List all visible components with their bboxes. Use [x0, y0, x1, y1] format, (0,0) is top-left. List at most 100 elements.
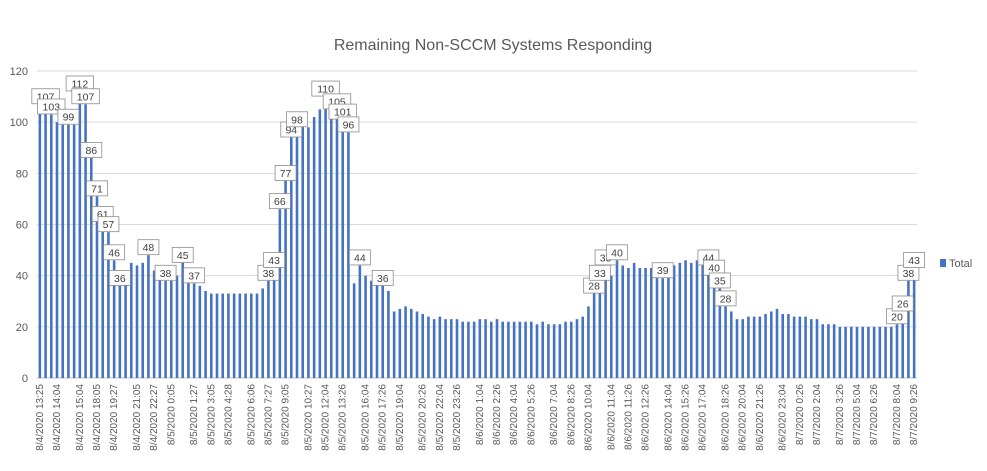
x-tick-label: 8/6/2020 10:04 [583, 384, 594, 451]
data-label-box [348, 249, 371, 266]
data-label: 99 [57, 108, 80, 125]
bar [147, 255, 150, 378]
bar [615, 260, 619, 378]
x-tick-label: 8/4/2020 21:05 [132, 384, 143, 451]
data-label-text: 44 [354, 252, 366, 264]
data-label: 101 [328, 103, 357, 120]
bar [570, 321, 573, 378]
bar [707, 265, 710, 378]
x-tick-label: 8/7/2020 6:26 [869, 384, 880, 446]
bar [610, 275, 613, 378]
bar [392, 311, 396, 378]
data-label-text: 99 [63, 112, 75, 124]
bar [227, 293, 230, 378]
data-label-box [708, 272, 731, 289]
y-tick-label: 80 [16, 168, 28, 180]
data-label-text: 38 [263, 268, 275, 280]
x-tick-label: 8/5/2020 13:26 [338, 384, 349, 451]
bar [135, 265, 139, 378]
bar [478, 319, 482, 378]
bar [747, 316, 750, 378]
bars-group [38, 91, 916, 379]
bar [730, 311, 733, 378]
x-tick-label: 8/5/2020 16:04 [361, 384, 372, 451]
x-tick-label: 8/6/2020 11:04 [606, 384, 617, 450]
bar [181, 262, 184, 378]
x-tick-label: 8/6/2020 21:26 [755, 384, 766, 451]
data-label: 35 [708, 272, 731, 289]
bar [330, 101, 333, 378]
data-label: 96 [337, 116, 360, 133]
bar [101, 221, 104, 378]
bar [678, 262, 682, 378]
x-tick-label: 8/7/2020 9:26 [909, 384, 920, 446]
bar [112, 260, 116, 378]
data-label-text: 40 [708, 263, 720, 275]
data-label: 66 [268, 193, 291, 210]
y-tick-label: 20 [16, 322, 28, 334]
x-tick-label: 8/6/2020 5:26 [526, 384, 537, 446]
bar [312, 117, 316, 379]
bar [118, 285, 122, 378]
data-label-box [57, 108, 80, 125]
bar [512, 321, 516, 378]
x-tick-label: 8/4/2020 22:27 [149, 384, 160, 451]
bar [238, 293, 242, 378]
x-tick-label: 8/4/2020 14:04 [52, 384, 63, 451]
data-label-text: 36 [377, 273, 389, 285]
bar [272, 267, 276, 378]
bar [335, 109, 339, 378]
bar [90, 157, 93, 378]
bar [558, 324, 562, 378]
bar [158, 275, 162, 378]
bar [587, 306, 590, 378]
x-tick-label: 8/7/2020 5:04 [852, 384, 863, 446]
bar [301, 119, 304, 378]
bar [381, 285, 384, 378]
bar [198, 285, 202, 378]
data-label-box [103, 244, 126, 261]
bar [461, 321, 464, 378]
bar [152, 270, 156, 378]
bar [38, 109, 42, 378]
bar [244, 293, 247, 378]
data-label-box [651, 262, 674, 279]
data-label: 43 [903, 252, 926, 268]
bar [592, 293, 596, 378]
data-label: 57 [97, 216, 120, 233]
bar [798, 316, 802, 378]
data-label-text: 98 [291, 114, 303, 126]
bar [375, 280, 379, 378]
bar [667, 265, 670, 378]
bar [564, 321, 567, 378]
bar [290, 137, 293, 378]
data-label-text: 40 [611, 247, 623, 259]
data-label: 40 [606, 244, 628, 261]
x-tick-label: 8/5/2020 19:04 [395, 384, 406, 451]
x-tick-label: 8/7/2020 0:26 [795, 384, 806, 446]
bar [284, 181, 287, 378]
bar [690, 262, 693, 378]
bar [752, 316, 756, 378]
bar [490, 321, 493, 378]
bar [810, 319, 813, 378]
data-label-text: 112 [71, 78, 88, 90]
bar [347, 132, 350, 378]
bar [164, 280, 167, 378]
bar [421, 314, 424, 378]
data-label: 33 [588, 264, 611, 281]
bar [61, 124, 64, 378]
bar [267, 280, 270, 378]
bar [370, 280, 373, 378]
y-tick-label: 120 [10, 66, 28, 78]
bar [44, 104, 47, 378]
data-label-box [154, 264, 177, 281]
data-label: 77 [274, 165, 297, 181]
bar [890, 326, 893, 378]
data-label: 36 [108, 269, 131, 286]
data-label: 26 [891, 295, 914, 312]
data-label-text: 26 [897, 298, 909, 310]
bar [432, 319, 436, 378]
data-label-text: 103 [43, 101, 61, 113]
data-label-text: 39 [657, 265, 669, 277]
